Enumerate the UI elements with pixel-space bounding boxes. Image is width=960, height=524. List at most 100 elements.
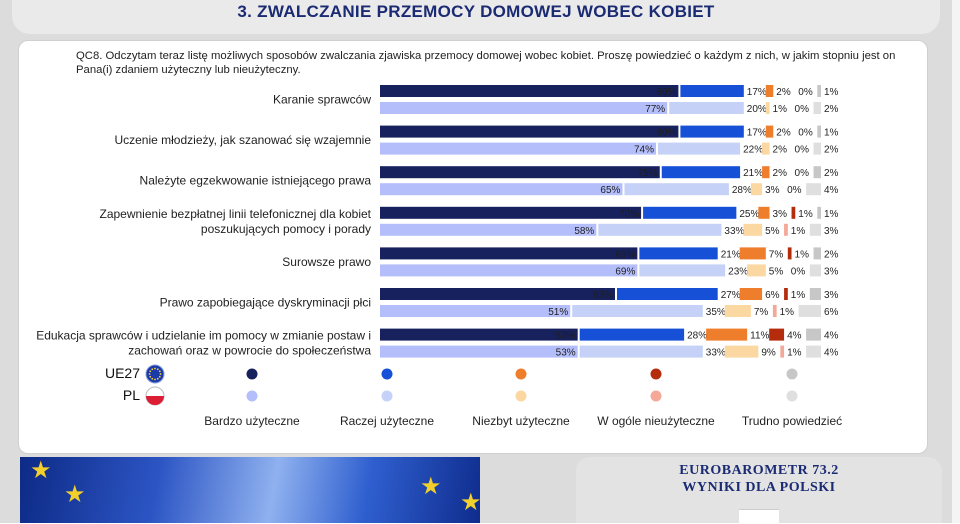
bar-segment (747, 264, 766, 277)
bar-segment (772, 305, 777, 317)
bar-segment (813, 102, 821, 114)
value-label: 1% (798, 209, 813, 220)
bar-segment (769, 328, 785, 341)
page-title: 3. ZWALCZANIE PRZEMOCY DOMOWEJ WOBEC KOB… (237, 2, 715, 21)
legend-dot (246, 368, 258, 380)
value-label: 33% (706, 348, 726, 359)
bar-segment (743, 223, 763, 236)
bar-segment (380, 247, 638, 260)
bar-segment (739, 288, 763, 300)
eu-star-dot (151, 377, 154, 380)
brand-line-2: WYNIKI DLA POLSKI (682, 480, 836, 495)
legend-group-label: UE27 (105, 365, 140, 381)
legend-label: Trudno powiedzieć (742, 414, 842, 428)
value-label: 7% (754, 307, 769, 318)
bar-segment (784, 288, 788, 300)
value-label: 1% (787, 348, 802, 359)
bar-segment (616, 288, 718, 300)
eu-star-dot (158, 370, 161, 373)
category-label: zachowań oraz w powrocie do społeczeństw… (128, 344, 371, 358)
value-label: 23% (728, 266, 748, 277)
value-label: 63% (593, 290, 613, 301)
legend-dot (381, 368, 393, 380)
eu-star-dot (154, 367, 156, 370)
value-label: 3% (773, 209, 788, 220)
bar-segment (380, 345, 578, 358)
bar-segment (762, 142, 770, 155)
bar-segment (572, 305, 703, 317)
eu-flag-banner-image: ★ ★ ★ ★ (20, 457, 480, 523)
legend-dot (650, 390, 662, 402)
value-label: 69% (615, 249, 635, 260)
eu-star-dot (148, 373, 151, 375)
value-label: 4% (824, 185, 839, 196)
bar-segment (680, 125, 744, 138)
eurobarometer-box: EUROBAROMETR 73.2 WYNIKI DLA POLSKI (576, 457, 942, 524)
value-label: 69% (615, 266, 635, 277)
bar-segment (762, 166, 770, 179)
value-label: 75% (638, 168, 658, 179)
value-label: 21% (743, 168, 763, 179)
bar-segment (643, 206, 737, 219)
category-label: Karanie sprawców (273, 93, 371, 107)
bar-segment (806, 328, 821, 341)
bar-segment (724, 345, 759, 358)
value-label: 1% (780, 307, 795, 318)
value-label: 2% (776, 128, 791, 139)
bar-segment (765, 85, 774, 97)
bar-segment (806, 183, 821, 196)
value-label: 20% (747, 104, 767, 115)
value-label: 0% (791, 266, 806, 277)
bar-segment (639, 264, 726, 277)
bar-segment (813, 142, 821, 155)
bar-segment (658, 142, 741, 155)
bar-segment (380, 166, 660, 179)
value-label: 17% (747, 87, 767, 98)
bar-segment (787, 247, 792, 260)
pl-flag-red-half (146, 396, 164, 405)
value-label: 70% (619, 209, 639, 220)
value-label: 4% (824, 348, 839, 359)
question-text: QC8. Odczytam teraz listę możliwych spos… (76, 50, 896, 76)
value-label: 25% (739, 209, 759, 220)
eu-star-dot (151, 368, 154, 371)
bar-segment (809, 288, 821, 300)
value-label: 3% (824, 266, 839, 277)
value-label: 58% (574, 226, 594, 237)
value-label: 51% (548, 307, 568, 318)
bar-segment (680, 85, 744, 97)
value-label: 2% (824, 168, 839, 179)
bar-segment (739, 247, 766, 260)
value-label: 2% (773, 145, 788, 156)
bar-segment (817, 206, 821, 219)
value-label: 0% (787, 185, 802, 196)
bar-segment (380, 206, 642, 219)
bar-segment (380, 288, 615, 300)
eu-star-dot (149, 375, 152, 378)
eu-star-dot (154, 378, 156, 381)
eu-star-icon: ★ (30, 457, 52, 484)
legend-dot (515, 368, 527, 380)
value-label: 11% (750, 331, 769, 342)
value-label: 2% (824, 104, 839, 115)
eu-star-dot (149, 370, 152, 373)
legend-dot (650, 368, 662, 380)
value-label: 0% (798, 128, 813, 139)
legend-label: Raczej użyteczne (340, 414, 434, 428)
value-label: 1% (773, 104, 788, 115)
value-label: 9% (761, 348, 776, 359)
bar-segment (380, 85, 679, 97)
category-label: Zapewnienie bezpłatnej linii telefoniczn… (99, 207, 371, 221)
legend-label: W ogóle nieużyteczne (597, 414, 715, 428)
eu-star-icon: ★ (420, 473, 442, 500)
bar-segment (791, 206, 796, 219)
value-label: 27% (721, 290, 741, 301)
value-label: 33% (724, 226, 744, 237)
value-label: 2% (773, 168, 788, 179)
value-label: 0% (798, 87, 813, 98)
value-label: 2% (824, 249, 839, 260)
category-label: Surowsze prawo (282, 255, 371, 269)
value-label: 28% (732, 185, 752, 196)
bar-segment (380, 183, 623, 196)
bar-segment (750, 183, 763, 196)
